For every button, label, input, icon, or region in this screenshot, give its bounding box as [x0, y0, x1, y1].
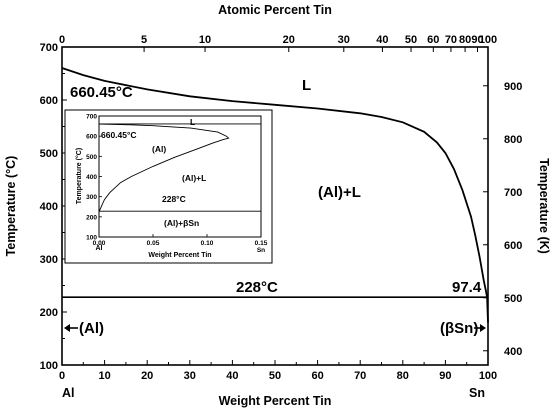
y-tick-label: 300 [40, 254, 58, 266]
x-tick-label: 30 [184, 370, 196, 382]
right-tick-label: 400 [504, 346, 522, 358]
top-tick-label: 80 [459, 34, 471, 46]
x-tick-label: 60 [311, 370, 323, 382]
top-tick-label: 60 [427, 34, 439, 46]
inset-y-tick-label: 600 [86, 134, 97, 141]
inset-melting-label: 660.45°C [101, 130, 137, 140]
right-tick-label: 600 [504, 240, 522, 252]
inset-x-tick-label: 0.15 [255, 240, 268, 247]
sn-arrow-head [480, 324, 486, 332]
x-tick-label: 80 [397, 370, 409, 382]
inset-ticks [98, 115, 262, 238]
inset-y-tick-label: 200 [86, 214, 97, 221]
x-tick-label: 40 [226, 370, 238, 382]
right-tick-label: 800 [504, 134, 522, 146]
right-tick-label: 500 [504, 293, 522, 305]
phase-arrows [64, 324, 486, 332]
tick-labels: 0 10 20 30 40 50 60 70 80 90 100100200300400500600… [40, 34, 523, 382]
inset-y-tick-label: 700 [86, 114, 97, 121]
top-tick-label: 70 [445, 34, 457, 46]
sn-phase-label: (βSn) [440, 320, 478, 337]
x-axis-title: Weight Percent Tin [219, 394, 332, 408]
y-tick-label: 500 [40, 148, 58, 160]
x-tick-label: 20 [141, 370, 153, 382]
right-tick-label: 700 [504, 187, 522, 199]
top-tick-label: 30 [338, 34, 350, 46]
inset-x-tick-label: 0.10 [201, 240, 214, 247]
inset-x-title: Weight Percent Tin [148, 252, 211, 259]
top-tick-label: 100 [479, 34, 497, 46]
top-axis-title: Atomic Percent Tin [218, 3, 332, 17]
y-tick-label: 200 [40, 307, 58, 319]
inset-x-tick-label: 0.05 [147, 240, 160, 247]
y-tick-label: 400 [40, 201, 58, 213]
eutectic-composition-label: 97.4 [452, 279, 482, 296]
y-tick-label: 600 [40, 95, 58, 107]
x-tick-label: 90 [439, 370, 451, 382]
inset-y-tick-label: 400 [86, 174, 97, 181]
x-tick-label: 0 [59, 370, 65, 382]
x-tick-label: 70 [354, 370, 366, 382]
axis-ticks [61, 46, 489, 366]
right-axis-title: Temperature (K) [537, 158, 550, 254]
inset-eutectic-label: 228°C [162, 194, 186, 204]
inset-y-tick-label: 100 [86, 235, 97, 242]
y-tick-label: 700 [40, 42, 58, 54]
al-arrow-head [64, 324, 70, 332]
element-al-label: Al [62, 386, 75, 400]
x-tick-label: 100 [479, 370, 497, 382]
inset-low-region-label: (Al)+βSn [164, 218, 199, 228]
liquidus-line [61, 67, 489, 323]
right-tick-label: 900 [504, 81, 522, 93]
inset-al-label: Al [96, 245, 103, 252]
inset-boundaries [98, 123, 261, 212]
top-tick-label: 0 [59, 34, 65, 46]
inset-solvus-line [98, 123, 230, 212]
al-phase-label: (Al) [79, 320, 104, 337]
inset-liquid-label: L [190, 117, 195, 127]
y-tick-label: 100 [40, 360, 58, 372]
phase-boundaries [61, 67, 489, 323]
element-sn-label: Sn [469, 386, 485, 400]
melting-point-label: 660.45°C [70, 84, 133, 101]
eutectic-temp-label: 228°C [236, 279, 278, 296]
top-tick-label: 5 [141, 34, 147, 46]
top-tick-label: 90 [471, 34, 483, 46]
inset-x-tick-label: 0.00 [93, 240, 106, 247]
x-tick-label: 10 [98, 370, 110, 382]
liquid-region-label: L [302, 77, 311, 94]
y-axis-title: Temperature (°C) [4, 156, 18, 257]
top-tick-label: 10 [199, 34, 211, 46]
inset-y-tick-label: 300 [86, 194, 97, 201]
inset-y-tick-label: 500 [86, 154, 97, 161]
top-tick-label: 20 [283, 34, 295, 46]
x-tick-label: 50 [269, 370, 281, 382]
inset-sn-label: Sn [257, 247, 265, 254]
two-phase-region-label: (Al)+L [318, 184, 361, 201]
top-tick-label: 40 [376, 34, 388, 46]
inset-y-title: Temperature (°C) [75, 148, 83, 204]
inset-two-phase-label: (Al)+L [182, 173, 206, 183]
top-tick-label: 50 [405, 34, 417, 46]
inset-al-phase-label: (Al) [152, 144, 166, 154]
